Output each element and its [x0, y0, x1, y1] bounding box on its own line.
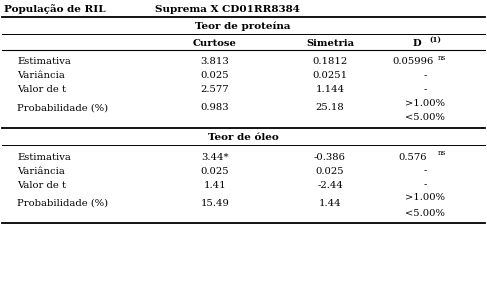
Text: 0.983: 0.983 — [201, 103, 229, 113]
Text: 0.025: 0.025 — [201, 71, 229, 81]
Text: <5.00%: <5.00% — [405, 113, 445, 123]
Text: Teor de proteína: Teor de proteína — [195, 21, 291, 31]
Text: -: - — [423, 86, 427, 94]
Text: Valor de t: Valor de t — [17, 86, 66, 94]
Text: -: - — [423, 166, 427, 176]
Text: Valor de t: Valor de t — [17, 181, 66, 190]
Text: Probabilidade (%): Probabilidade (%) — [17, 198, 108, 208]
Text: Variância: Variância — [17, 166, 65, 176]
Text: 0.025: 0.025 — [316, 166, 344, 176]
Text: D: D — [412, 39, 421, 48]
Text: 2.577: 2.577 — [201, 86, 229, 94]
Text: Estimativa: Estimativa — [17, 58, 71, 66]
Text: 1.144: 1.144 — [316, 86, 345, 94]
Text: 15.49: 15.49 — [201, 198, 229, 208]
Text: ns: ns — [438, 149, 446, 157]
Text: -0.386: -0.386 — [314, 153, 346, 161]
Text: 1.44: 1.44 — [318, 198, 341, 208]
Text: (1): (1) — [429, 36, 441, 44]
Text: 1.41: 1.41 — [204, 181, 226, 190]
Text: -2.44: -2.44 — [317, 181, 343, 190]
Text: 0.576: 0.576 — [399, 153, 427, 161]
Text: Simetria: Simetria — [306, 39, 354, 48]
Text: ns: ns — [438, 54, 446, 62]
Text: Curtose: Curtose — [193, 39, 237, 48]
Text: População de RIL: População de RIL — [4, 4, 106, 14]
Text: Teor de óleo: Teor de óleo — [207, 133, 279, 141]
Text: -: - — [423, 181, 427, 190]
Text: -: - — [423, 71, 427, 81]
Text: 0.0251: 0.0251 — [313, 71, 348, 81]
Text: Probabilidade (%): Probabilidade (%) — [17, 103, 108, 113]
Text: 0.025: 0.025 — [201, 166, 229, 176]
Text: Variância: Variância — [17, 71, 65, 81]
Text: 25.18: 25.18 — [316, 103, 344, 113]
Text: 3.813: 3.813 — [201, 58, 229, 66]
Text: >1.00%: >1.00% — [405, 98, 445, 108]
Text: Suprema X CD01RR8384: Suprema X CD01RR8384 — [155, 4, 300, 14]
Text: 0.1812: 0.1812 — [312, 58, 348, 66]
Text: 0.05996: 0.05996 — [393, 58, 433, 66]
Text: <5.00%: <5.00% — [405, 208, 445, 218]
Text: 3.44*: 3.44* — [201, 153, 229, 161]
Text: Estimativa: Estimativa — [17, 153, 71, 161]
Text: >1.00%: >1.00% — [405, 193, 445, 203]
